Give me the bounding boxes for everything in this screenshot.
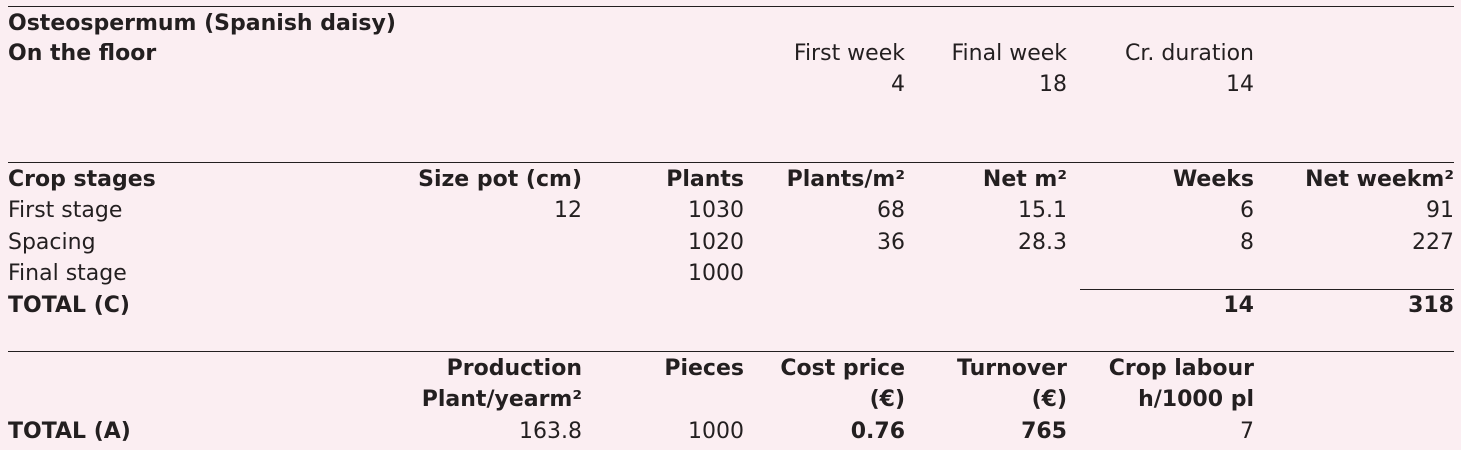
header-production: Production <box>446 356 582 381</box>
total-a-production: 163.8 <box>519 419 582 444</box>
first-week-label: First week <box>793 41 905 66</box>
stage-name: First stage <box>8 198 123 223</box>
crop-title: Osteospermum (Spanish daisy) <box>8 11 396 36</box>
header-turnover-unit: (€) <box>1031 387 1067 412</box>
first-week-value: 4 <box>891 72 905 97</box>
stage-plants-m2: 36 <box>877 230 905 255</box>
stage-name: Final stage <box>8 261 127 286</box>
header-cost-price: Cost price <box>780 356 905 381</box>
final-week-label: Final week <box>951 41 1068 66</box>
stages-rule <box>8 162 1454 163</box>
total-a-crop-labour: 7 <box>1240 419 1254 444</box>
total-a-pieces: 1000 <box>688 419 744 444</box>
stage-name: Spacing <box>8 230 96 255</box>
stage-net-weekm2: 227 <box>1412 230 1454 255</box>
header-size-pot: Size pot (cm) <box>418 167 582 192</box>
header-net-m2: Net m² <box>982 167 1067 192</box>
stage-plants: 1020 <box>688 230 744 255</box>
header-plants: Plants <box>666 167 744 192</box>
stage-weeks: 8 <box>1240 230 1254 255</box>
header-pieces: Pieces <box>664 356 744 381</box>
total-a-label: TOTAL (A) <box>8 419 131 444</box>
duration-value: 14 <box>1226 72 1254 97</box>
duration-label: Cr. duration <box>1125 41 1254 66</box>
stage-plants-m2: 68 <box>877 198 905 223</box>
stage-plants: 1000 <box>688 261 744 286</box>
header-crop-labour: Crop labour <box>1108 356 1254 381</box>
summary-rule <box>8 351 1454 352</box>
stage-net-weekm2: 91 <box>1426 198 1454 223</box>
stage-net-m2: 15.1 <box>1018 198 1067 223</box>
total-a-cost-price: 0.76 <box>850 419 905 444</box>
total-a-turnover: 765 <box>1021 419 1067 444</box>
top-rule <box>8 6 1454 7</box>
subtotal-rule <box>1080 289 1454 290</box>
header-plants-m2: Plants/m² <box>786 167 905 192</box>
header-weeks: Weeks <box>1172 167 1254 192</box>
total-c-label: TOTAL (C) <box>8 293 130 318</box>
stage-plants: 1030 <box>688 198 744 223</box>
total-c-net-weekm2: 318 <box>1408 293 1454 318</box>
stage-net-m2: 28.3 <box>1018 230 1067 255</box>
header-cost-price-unit: (€) <box>869 387 905 412</box>
header-production-unit: Plant/yearm² <box>421 387 582 412</box>
header-crop-labour-unit: h/1000 pl <box>1138 387 1254 412</box>
stage-size-pot: 12 <box>554 198 582 223</box>
total-c-weeks: 14 <box>1223 293 1254 318</box>
header-turnover: Turnover <box>957 356 1067 381</box>
final-week-value: 18 <box>1039 72 1067 97</box>
stage-weeks: 6 <box>1240 198 1254 223</box>
header-crop-stages: Crop stages <box>8 167 156 192</box>
header-net-weekm2: Net weekm² <box>1305 167 1454 192</box>
crop-subtitle: On the floor <box>8 41 157 66</box>
